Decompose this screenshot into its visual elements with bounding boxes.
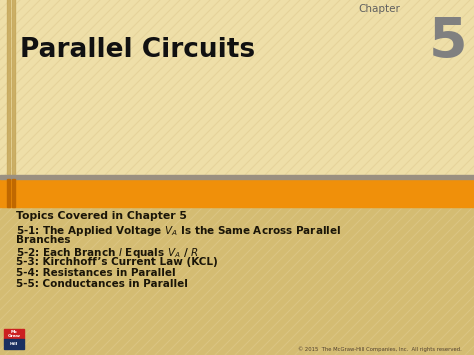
Text: Branches: Branches [16, 235, 71, 245]
Bar [4, 339, 24, 349]
Text: Hill: Hill [10, 342, 18, 346]
Bar [4, 329, 24, 339]
Text: 5-4: Resistances in Parallel: 5-4: Resistances in Parallel [16, 268, 176, 278]
Text: Chapter: Chapter [358, 4, 400, 14]
Text: 5-1: The Applied Voltage $\mathit{V}_A$ Is the Same Across Parallel: 5-1: The Applied Voltage $\mathit{V}_A$ … [16, 224, 341, 238]
Text: © 2015  The McGraw-Hill Companies, Inc.  All rights reserved.: © 2015 The McGraw-Hill Companies, Inc. A… [298, 346, 462, 352]
Bar [0, 175, 474, 179]
Text: 5-3: Kirchhoff’s Current Law (KCL): 5-3: Kirchhoff’s Current Law (KCL) [16, 257, 218, 267]
Text: Mc
Graw: Mc Graw [8, 330, 20, 338]
Text: 5-5: Conductances in Parallel: 5-5: Conductances in Parallel [16, 279, 188, 289]
Bar [12, 179, 15, 207]
Bar [0, 207, 474, 355]
Text: 5: 5 [428, 15, 467, 69]
Text: 5-2: Each Branch $\mathit{I}$ Equals $\mathit{V}_A$ / $\mathit{R}$: 5-2: Each Branch $\mathit{I}$ Equals $\m… [16, 246, 199, 260]
Bar [12, 0, 15, 175]
Bar [7, 179, 10, 207]
Bar [0, 0, 474, 200]
Bar [0, 179, 474, 207]
Text: Topics Covered in Chapter 5: Topics Covered in Chapter 5 [16, 211, 187, 221]
Bar [7, 0, 10, 175]
Text: Parallel Circuits: Parallel Circuits [20, 37, 255, 63]
